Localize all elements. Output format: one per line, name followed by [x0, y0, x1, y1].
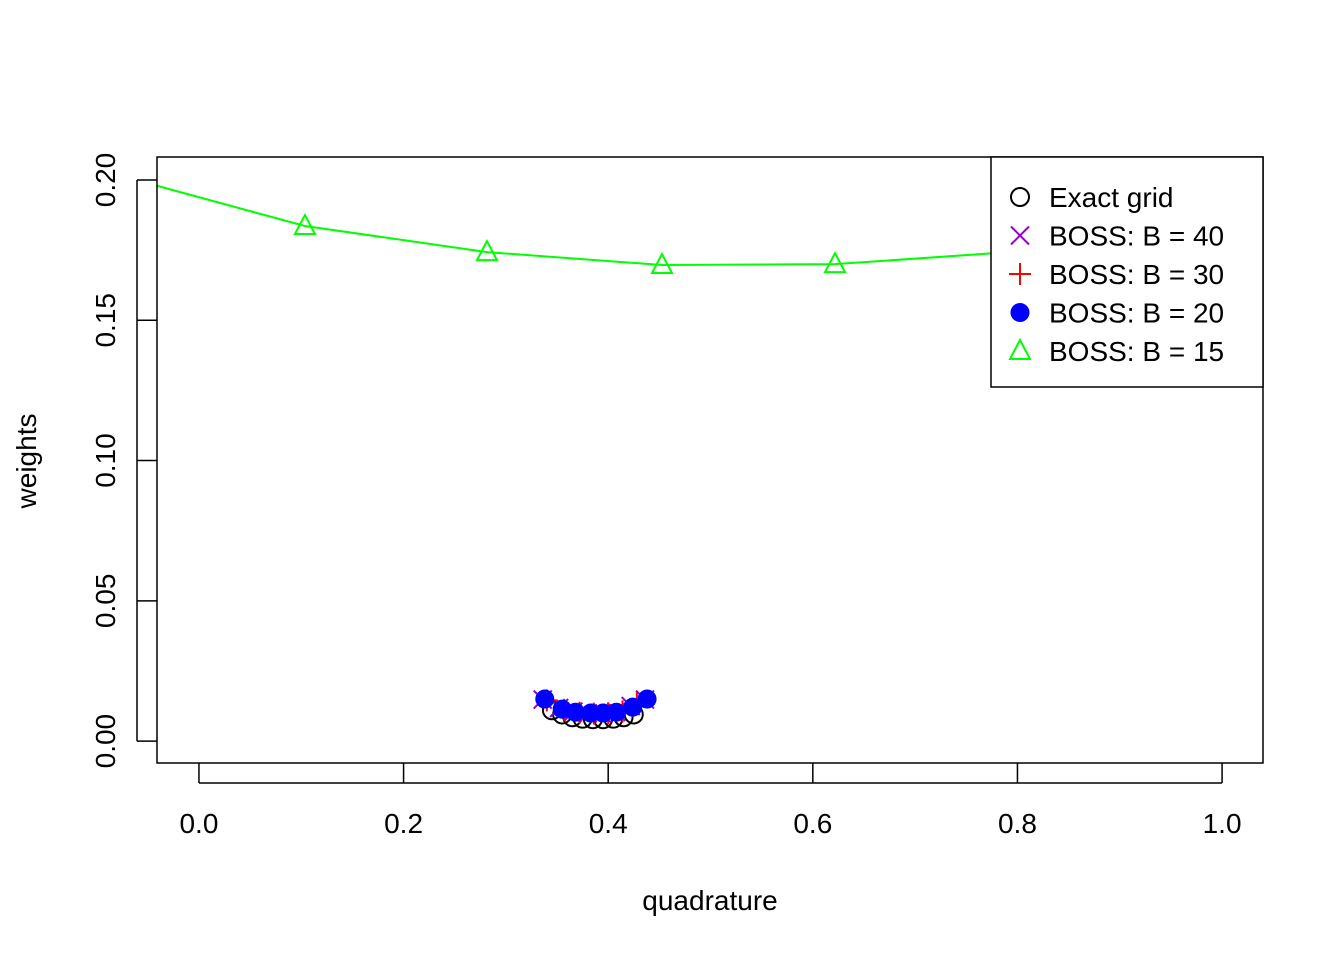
- y-tick-label: 0.00: [90, 714, 121, 769]
- y-tick-label: 0.15: [90, 293, 121, 348]
- legend-box: [990, 156, 1264, 388]
- legend-label: BOSS: B = 30: [1049, 259, 1224, 290]
- legend-label: BOSS: B = 40: [1049, 221, 1224, 252]
- point: [293, 212, 317, 236]
- x-tick-label: 1.0: [1203, 808, 1242, 839]
- point: [650, 251, 674, 275]
- legend-symbol: [1010, 303, 1030, 322]
- point: [623, 697, 643, 717]
- point: [823, 251, 847, 274]
- x-tick-label: 0.4: [589, 808, 628, 839]
- point: [637, 689, 657, 709]
- point: [606, 702, 626, 722]
- x-axis-label: quadrature: [642, 885, 777, 916]
- legend-symbol: [1008, 337, 1032, 360]
- point: [475, 238, 499, 262]
- x-tick-label: 0.6: [793, 808, 832, 839]
- x-tick-label: 0.8: [998, 808, 1037, 839]
- x-tick-label: 0.2: [384, 808, 423, 839]
- legend-label: BOSS: B = 15: [1049, 336, 1224, 367]
- legend-label: Exact grid: [1049, 182, 1174, 213]
- y-tick-label: 0.05: [90, 574, 121, 629]
- legend-label: BOSS: B = 20: [1049, 298, 1224, 329]
- y-tick-label: 0.20: [90, 153, 121, 208]
- y-tick-label: 0.10: [90, 433, 121, 488]
- legend-symbol: [1009, 263, 1031, 285]
- legend-symbol: [1010, 225, 1030, 246]
- x-tick-label: 0.0: [179, 808, 218, 839]
- point: [535, 689, 555, 709]
- y-axis-label: weights: [11, 414, 42, 510]
- legend-symbol: [1010, 187, 1030, 207]
